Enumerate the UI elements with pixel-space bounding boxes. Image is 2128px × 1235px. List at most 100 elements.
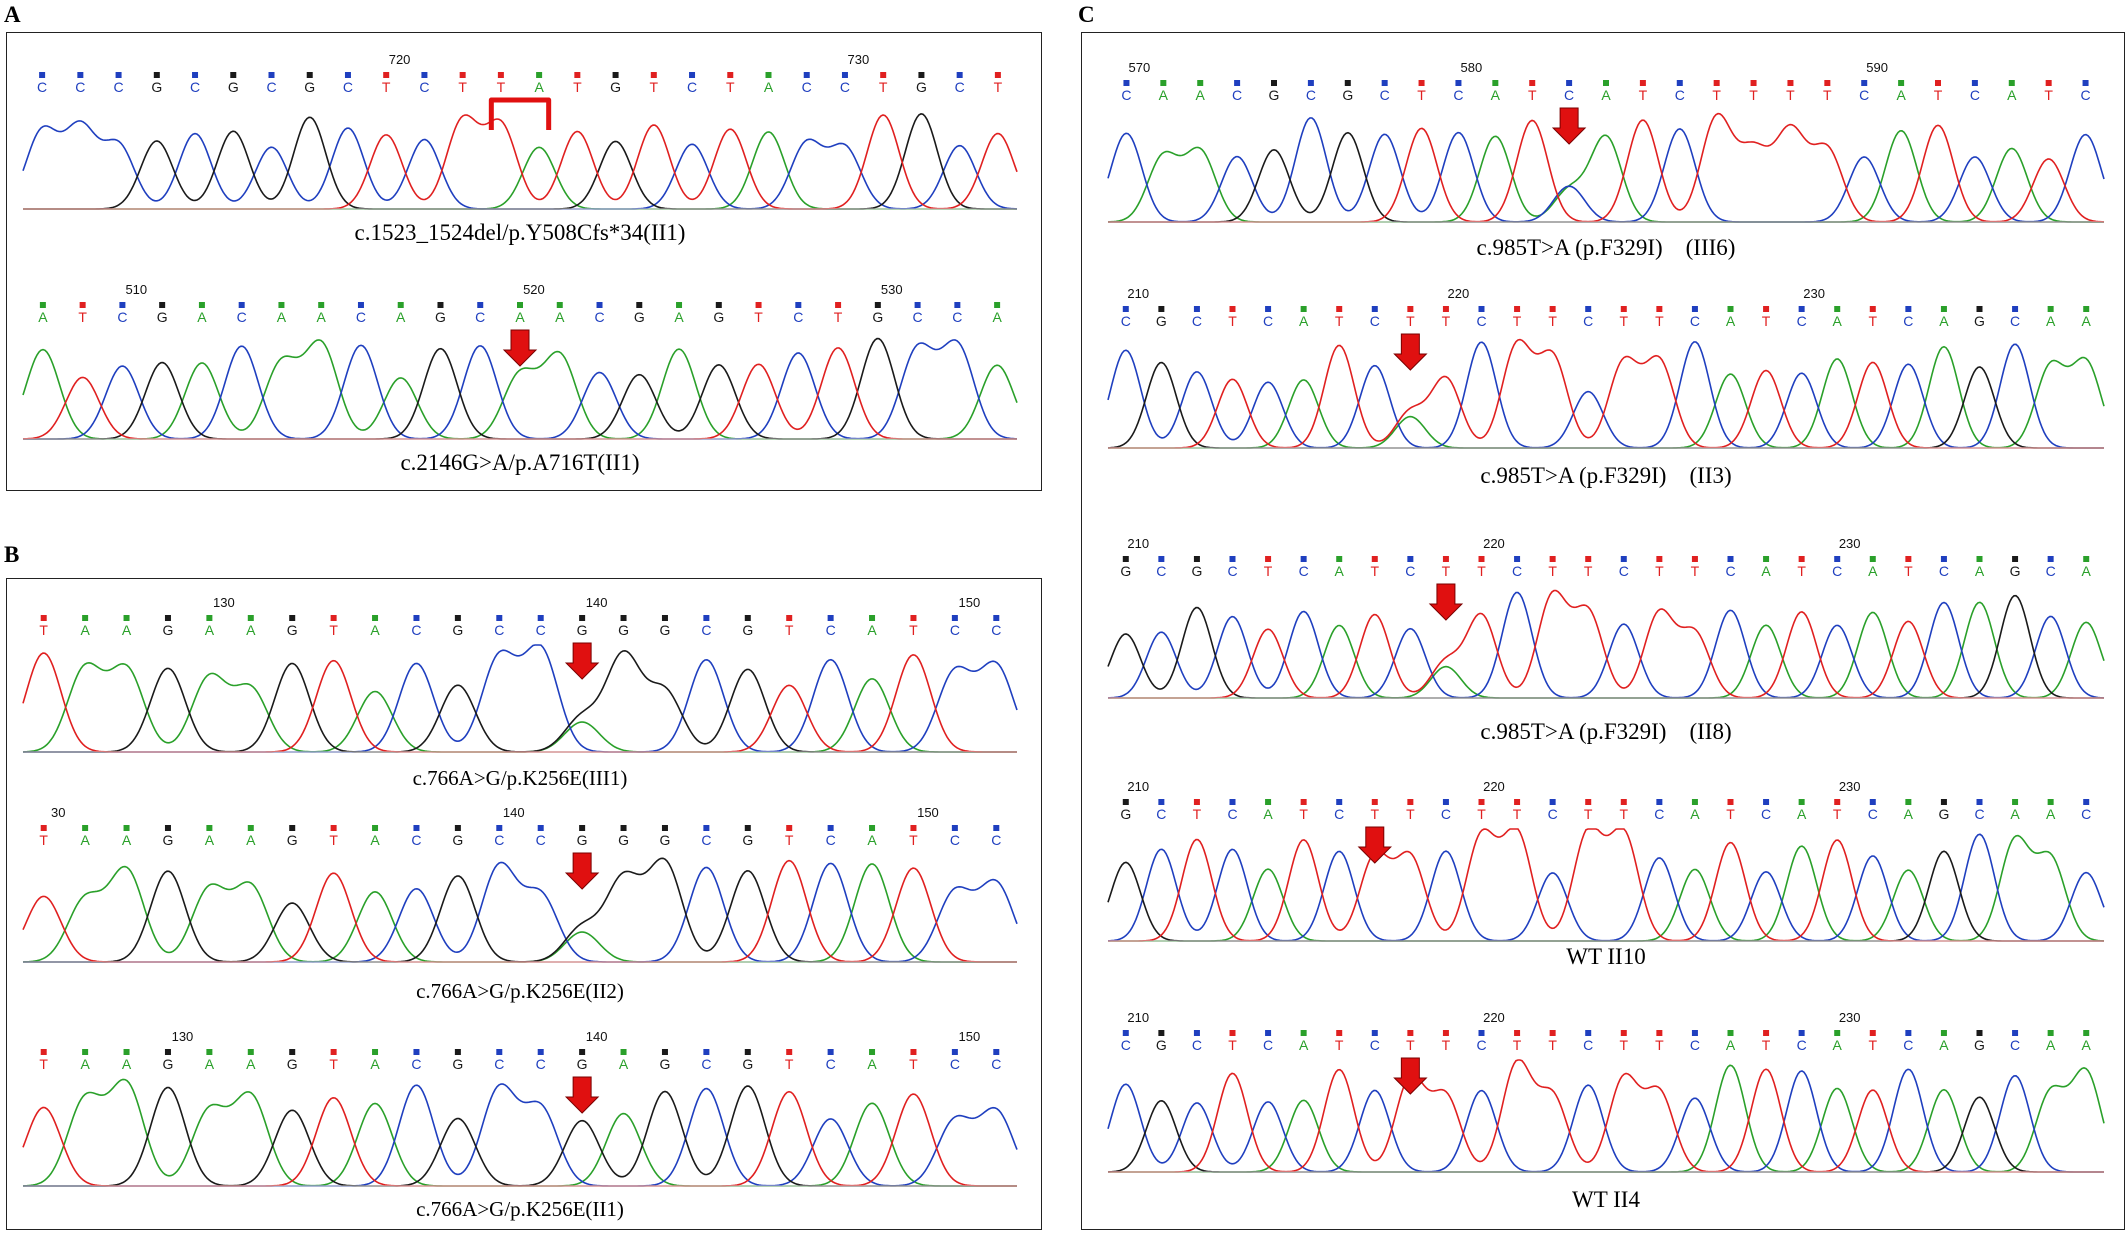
base-letter: T <box>1477 806 1486 822</box>
base-letter: A <box>1196 87 1206 103</box>
base-letter: T <box>39 1056 48 1072</box>
base-letter: A <box>80 622 90 638</box>
base-letter: C <box>1227 806 1237 822</box>
base-call-marker <box>2083 1030 2090 1036</box>
base-letter: A <box>1299 1037 1309 1053</box>
position-tick-label: 230 <box>1839 779 1861 794</box>
trace-a <box>22 661 1017 753</box>
base-letter: C <box>701 622 711 638</box>
base-letter: A <box>1299 313 1309 329</box>
base-call-marker <box>39 72 46 78</box>
base-call-marker <box>744 615 751 621</box>
base-letter: A <box>396 309 406 325</box>
base-call-marker <box>993 825 1000 831</box>
trace-c <box>1107 117 2105 223</box>
base-letter: A <box>867 622 877 638</box>
base-letter: A <box>2046 1037 2056 1053</box>
base-call-marker <box>1905 799 1912 805</box>
base-call-marker <box>1713 80 1720 86</box>
base-call-marker <box>1158 799 1165 805</box>
base-letter: C <box>1121 87 1131 103</box>
base-call-marker <box>1197 80 1204 86</box>
base-call-marker <box>994 72 1001 78</box>
base-call-marker <box>192 72 199 78</box>
base-letter: T <box>785 1056 794 1072</box>
base-letter: C <box>494 1056 504 1072</box>
base-call-marker <box>841 72 848 78</box>
base-letter: T <box>1513 1037 1522 1053</box>
base-letter: C <box>1690 313 1700 329</box>
base-call-marker <box>1336 556 1343 562</box>
base-letter: A <box>1761 563 1771 579</box>
base-letter: T <box>834 309 843 325</box>
base-call-marker <box>1442 799 1449 805</box>
base-call-marker <box>413 1049 420 1055</box>
base-call-marker <box>661 615 668 621</box>
base-letter: C <box>991 622 1001 638</box>
base-letter: C <box>701 832 711 848</box>
chromatogram-a1: C C C G C G C G C T C T T A T G T C T A C C T G C T 720 730 <box>22 52 1018 210</box>
base-call-marker <box>496 825 503 831</box>
base-call-marker <box>1514 799 1521 805</box>
base-call-marker <box>1371 1030 1378 1036</box>
base-call-marker <box>459 72 466 78</box>
base-letter: T <box>458 79 467 95</box>
base-letter: C <box>1797 1037 1807 1053</box>
base-call-marker <box>1193 306 1200 312</box>
base-call-marker <box>39 302 46 308</box>
base-call-marker <box>612 72 619 78</box>
base-letter: C <box>687 79 697 95</box>
base-letter: T <box>1786 87 1795 103</box>
base-call-marker <box>1898 80 1905 86</box>
position-tick-label: 140 <box>503 805 525 820</box>
base-call-marker <box>1300 306 1307 312</box>
base-letter: A <box>38 309 48 325</box>
base-letter: C <box>2080 87 2090 103</box>
base-call-marker <box>1834 799 1841 805</box>
base-call-marker <box>1620 799 1627 805</box>
base-call-marker <box>574 72 581 78</box>
chromatogram-c2: C G C T C A T C T T C T T C T T C A T C A T C A G C A A 210 220 230 <box>1107 286 2105 449</box>
base-letter: T <box>1548 563 1557 579</box>
base-call-marker <box>278 302 285 308</box>
base-call-marker <box>40 615 47 621</box>
base-call-marker <box>827 615 834 621</box>
base-letter: A <box>555 309 565 325</box>
base-letter: G <box>660 1056 671 1072</box>
mutation-arrow <box>1357 826 1392 864</box>
base-letter: G <box>287 832 298 848</box>
base-letter: C <box>1380 87 1390 103</box>
base-call-marker <box>1407 799 1414 805</box>
base-letter: A <box>317 309 327 325</box>
mutation-arrow <box>1393 1057 1428 1095</box>
base-call-marker <box>115 72 122 78</box>
base-letter: C <box>826 832 836 848</box>
base-letter: A <box>1939 1037 1949 1053</box>
base-letter: A <box>370 622 380 638</box>
base-letter: T <box>1584 563 1593 579</box>
base-call-marker <box>1566 80 1573 86</box>
base-call-marker <box>289 1049 296 1055</box>
mutation-arrow <box>1428 583 1464 621</box>
base-letter: C <box>1797 313 1807 329</box>
base-call-marker <box>2047 1030 2054 1036</box>
base-letter: A <box>2010 806 2020 822</box>
base-letter: C <box>701 1056 711 1072</box>
base-call-marker <box>40 825 47 831</box>
base-call-marker <box>421 72 428 78</box>
base-call-marker <box>206 1049 213 1055</box>
position-tick-label: 150 <box>959 595 981 610</box>
base-call-marker <box>1620 1030 1627 1036</box>
position-tick-label: 220 <box>1483 536 1505 551</box>
trace-a <box>1108 601 2105 699</box>
trace-c <box>23 644 1018 753</box>
base-letter: G <box>452 1056 463 1072</box>
base-letter: G <box>1974 1037 1985 1053</box>
position-tick-label: 580 <box>1461 60 1483 75</box>
base-letter: T <box>1335 313 1344 329</box>
base-letter: T <box>994 79 1003 95</box>
base-letter: A <box>1896 87 1906 103</box>
base-letter: T <box>1264 563 1273 579</box>
base-call-marker <box>827 1049 834 1055</box>
trace-t <box>1108 338 2104 449</box>
